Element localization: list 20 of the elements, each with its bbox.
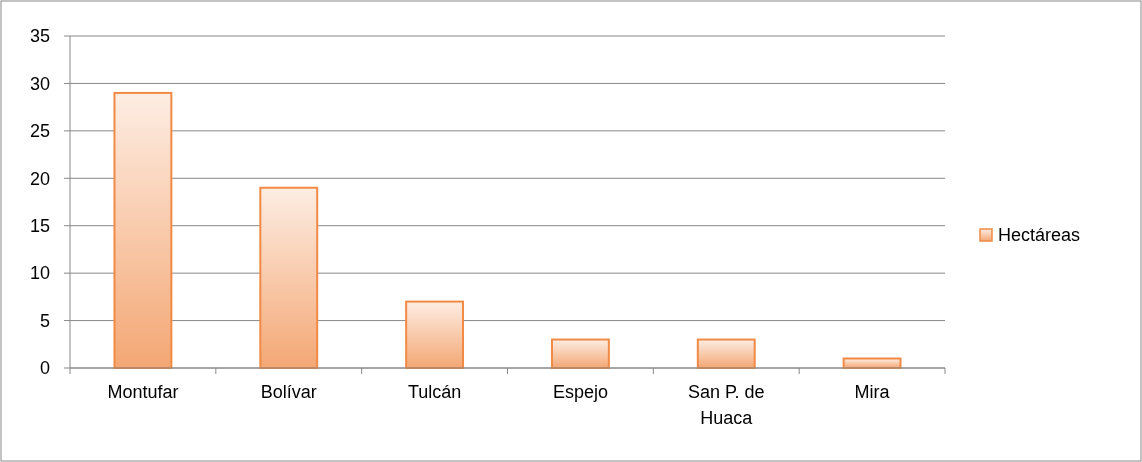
x-tick-label: Montufar	[107, 382, 179, 402]
y-tick-label: 30	[29, 73, 50, 94]
y-tick-label: 5	[39, 310, 50, 331]
bar	[405, 300, 465, 369]
legend-label: Hectáreas	[998, 225, 1081, 246]
bar	[550, 338, 610, 369]
y-tick-label: 25	[29, 121, 50, 142]
x-tick-label: San P. de Huaca	[687, 382, 765, 428]
x-tick-label: Mira	[854, 382, 891, 402]
y-tick-label: 15	[29, 216, 50, 237]
x-tick-label: Bolívar	[260, 382, 317, 402]
y-tick-label: 0	[39, 358, 50, 379]
bar	[259, 186, 319, 369]
bar	[113, 91, 173, 369]
bar	[696, 338, 756, 369]
y-tick-label: 35	[29, 26, 50, 47]
x-tick-label: Tulcán	[407, 382, 462, 402]
y-tick-label: 10	[29, 263, 50, 284]
x-tick-label: Espejo	[552, 382, 608, 402]
y-tick-label: 20	[29, 168, 50, 189]
